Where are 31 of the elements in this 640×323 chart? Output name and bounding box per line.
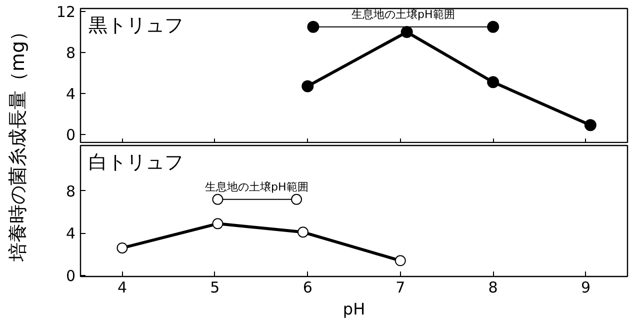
y-tick-label: 0 <box>66 126 76 144</box>
point <box>487 20 500 33</box>
x-tick-label: 4 <box>117 278 127 296</box>
x-tick-label: 6 <box>302 278 312 296</box>
point <box>394 255 406 266</box>
point <box>400 26 413 38</box>
x-axis-title: pH <box>342 300 366 318</box>
x-tick-label: 9 <box>581 278 591 296</box>
point <box>212 218 224 230</box>
y-tick-label: 0 <box>66 266 76 285</box>
point <box>302 80 314 92</box>
chart-title: 白トリュフ <box>88 152 184 174</box>
y-tick-label: 4 <box>66 84 76 103</box>
x-tick-label: 8 <box>488 278 498 296</box>
annotation: 生息地の土壌pH範囲 <box>352 8 455 21</box>
point <box>584 119 596 132</box>
point <box>487 76 500 88</box>
point <box>291 194 302 205</box>
y-tick-label: 8 <box>66 182 76 200</box>
x-tick-label: 5 <box>210 278 220 296</box>
x-tick-label: 7 <box>396 278 406 296</box>
chart-title: 黒トリュフ <box>88 14 184 36</box>
y-tick-label: 12 <box>56 3 76 22</box>
y-axis-title: 培養時の菌糸成長量（mg） <box>7 22 30 263</box>
point <box>307 20 320 33</box>
point <box>212 194 224 205</box>
annotation: 生息地の土壌pH範囲 <box>205 180 308 194</box>
point <box>298 226 309 238</box>
y-tick-label: 8 <box>66 44 76 62</box>
y-tick-label: 4 <box>66 224 76 243</box>
point <box>116 242 128 254</box>
